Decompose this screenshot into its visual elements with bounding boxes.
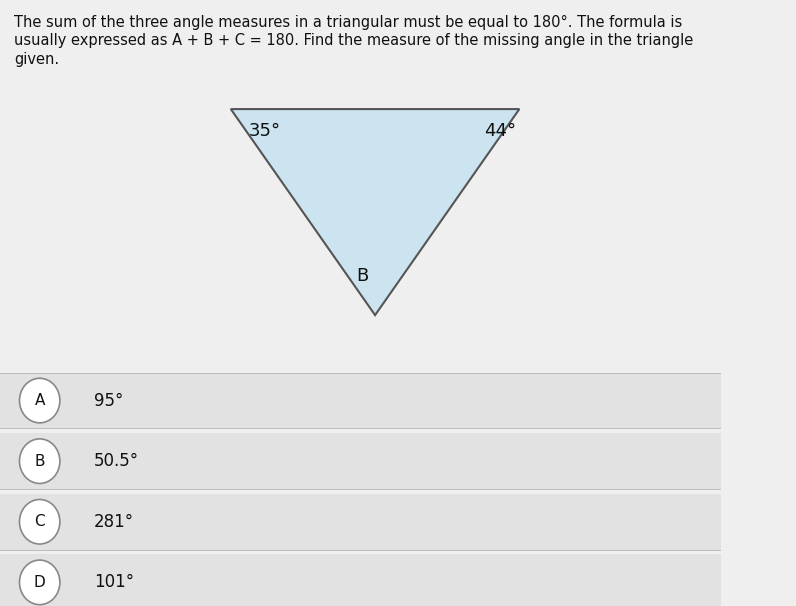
Text: 95°: 95°: [94, 391, 123, 410]
Text: 44°: 44°: [484, 122, 516, 141]
Text: 101°: 101°: [94, 573, 134, 591]
Bar: [0, 373, 721, 428]
Text: 281°: 281°: [94, 513, 134, 531]
Text: given.: given.: [14, 52, 60, 67]
Polygon shape: [231, 109, 519, 315]
Ellipse shape: [19, 560, 60, 605]
Text: B: B: [34, 454, 45, 468]
Bar: [0, 554, 721, 606]
Text: C: C: [34, 514, 45, 529]
Bar: [0, 433, 721, 489]
Text: A: A: [34, 393, 45, 408]
Text: 50.5°: 50.5°: [94, 452, 139, 470]
Text: The sum of the three angle measures in a triangular must be equal to 180°. The f: The sum of the three angle measures in a…: [14, 15, 683, 30]
Ellipse shape: [19, 439, 60, 484]
Text: usually expressed as A + B + C = 180. Find the measure of the missing angle in t: usually expressed as A + B + C = 180. Fi…: [14, 33, 693, 48]
Ellipse shape: [19, 499, 60, 544]
Ellipse shape: [19, 378, 60, 423]
Bar: [0, 494, 721, 550]
Text: B: B: [356, 267, 369, 285]
Text: 35°: 35°: [249, 122, 281, 141]
Text: D: D: [33, 575, 45, 590]
